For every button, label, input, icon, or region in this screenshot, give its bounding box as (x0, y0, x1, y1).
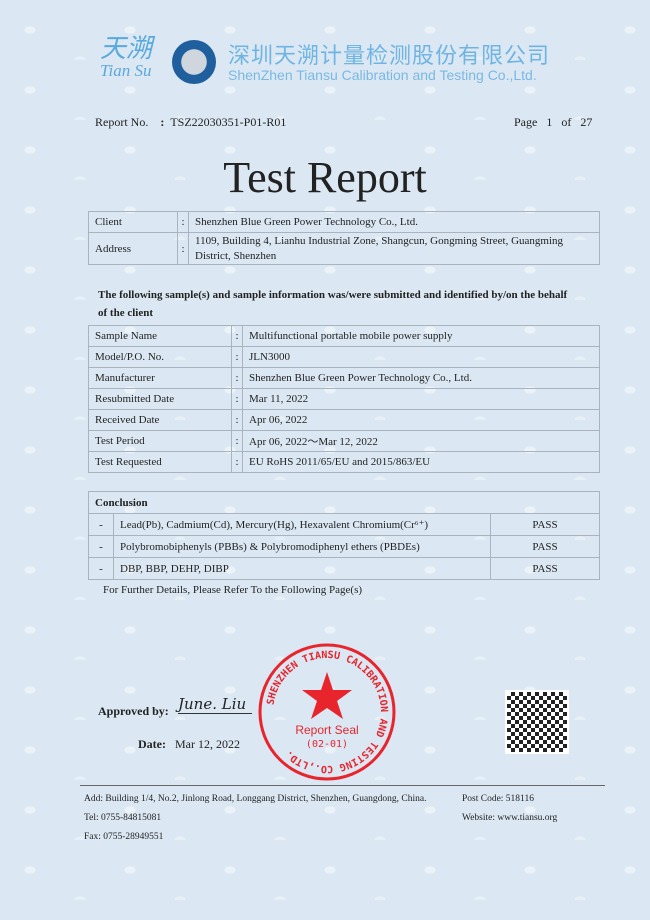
sample-value: Multifunctional portable mobile power su… (242, 325, 600, 347)
seal-label: Report Seal (295, 723, 358, 737)
sample-row: Sample Name: Multifunctional portable mob… (88, 325, 600, 347)
page-title: Test Report (223, 153, 427, 202)
sample-value: Apr 06, 2022～Mar 12, 2022 (242, 430, 600, 452)
sample-label: Test Period (88, 430, 232, 452)
sample-row: Test Requested: EU RoHS 2011/65/EU and 20… (88, 451, 600, 473)
conclusion-item: Lead(Pb), Cadmium(Cd), Mercury(Hg), Hexa… (113, 513, 491, 536)
report-number: Report No. : TSZ22030351-P01-R01 (95, 115, 287, 129)
footer-fax: Fax: 0755-28949551 (84, 832, 164, 842)
address-label: Address (88, 232, 178, 265)
footer-address: Add: Building 1/4, No.2, Jinlong Road, L… (84, 794, 427, 804)
report-seal: SHENZHEN TIANSU CALIBRATION AND TESTING … (258, 643, 396, 781)
sample-value: Apr 06, 2022 (242, 409, 600, 431)
sample-row: Model/P.O. No.: JLN3000 (88, 346, 600, 368)
sample-label: Model/P.O. No. (88, 346, 232, 368)
result-badge: PASS (490, 535, 600, 558)
client-table: Client: Shenzhen Blue Green Power Technol… (88, 211, 600, 265)
sample-value: JLN3000 (242, 346, 600, 368)
sample-table: Sample Name: Multifunctional portable mob… (88, 325, 600, 473)
footer-website[interactable]: Website: www.tiansu.org (462, 813, 558, 823)
footer-divider (80, 785, 605, 786)
sample-label: Resubmitted Date (88, 388, 232, 410)
footer-post-code: Post Code: 518116 (462, 794, 534, 804)
footer-right: Post Code: 518116 Website: www.tiansu.or… (462, 790, 557, 828)
page-number: Page 1 of 27 (514, 115, 593, 129)
company-name-en: ShenZhen Tiansu Calibration and Testing … (228, 67, 537, 83)
conclusion-row: - Polybromobiphenyls (PBBs) & Polybromodi… (88, 535, 600, 558)
conclusion-row: - DBP, BBP, DEHP, DIBP PASS (88, 557, 600, 580)
conclusion-table: Conclusion - Lead(Pb), Cadmium(Cd), Mercu… (88, 491, 600, 580)
sample-row: Manufacturer: Shenzhen Blue Green Power T… (88, 367, 600, 389)
approved-label: Approved by: (98, 704, 169, 718)
company-name-cn: 深圳天溯计量检测股份有限公司 (228, 44, 551, 69)
conclusion-title: Conclusion (88, 491, 600, 514)
svg-text:SHENZHEN TIANSU CALIBRATION AN: SHENZHEN TIANSU CALIBRATION AND TESTING … (265, 650, 389, 774)
signature: June. Liu (178, 695, 252, 714)
row-dash: - (88, 557, 114, 580)
sample-row: Received Date: Apr 06, 2022 (88, 409, 600, 431)
intro-text: The following sample(s) and sample infor… (98, 289, 568, 319)
client-value: Shenzhen Blue Green Power Technology Co.… (188, 211, 600, 233)
footer-tel: Tel: 0755-84815081 (84, 813, 162, 823)
approval-date: Date: Mar 12, 2022 (138, 737, 240, 751)
row-dash: - (88, 513, 114, 536)
conclusion-item: Polybromobiphenyls (PBBs) & Polybromodip… (113, 535, 491, 558)
footer-left: Add: Building 1/4, No.2, Jinlong Road, L… (84, 790, 427, 847)
address-value: 1109, Building 4, Lianhu Industrial Zone… (188, 232, 600, 265)
qr-code (505, 690, 569, 754)
seal-ring-text: SHENZHEN TIANSU CALIBRATION AND TESTING … (265, 650, 389, 774)
sample-value: EU RoHS 2011/65/EU and 2015/863/EU (242, 451, 600, 473)
row-dash: - (88, 535, 114, 558)
logo: 天溯 Tian Su (100, 34, 153, 81)
result-badge: PASS (490, 513, 600, 536)
sample-value: Shenzhen Blue Green Power Technology Co.… (242, 367, 600, 389)
result-badge: PASS (490, 557, 600, 580)
sample-label: Received Date (88, 409, 232, 431)
sample-label: Sample Name (88, 325, 232, 347)
sample-row: Test Period: Apr 06, 2022～Mar 12, 2022 (88, 430, 600, 452)
conclusion-item: DBP, BBP, DEHP, DIBP (113, 557, 491, 580)
sample-label: Manufacturer (88, 367, 232, 389)
star-icon (302, 672, 352, 719)
seal-code: (02-01) (306, 739, 348, 750)
further-details-note: For Further Details, Please Refer To the… (103, 584, 363, 596)
client-label: Client (88, 211, 178, 233)
logo-emblem (172, 40, 216, 84)
sample-row: Resubmitted Date: Mar 11, 2022 (88, 388, 600, 410)
sample-label: Test Requested (88, 451, 232, 473)
conclusion-row: - Lead(Pb), Cadmium(Cd), Mercury(Hg), Hex… (88, 513, 600, 536)
sample-value: Mar 11, 2022 (242, 388, 600, 410)
